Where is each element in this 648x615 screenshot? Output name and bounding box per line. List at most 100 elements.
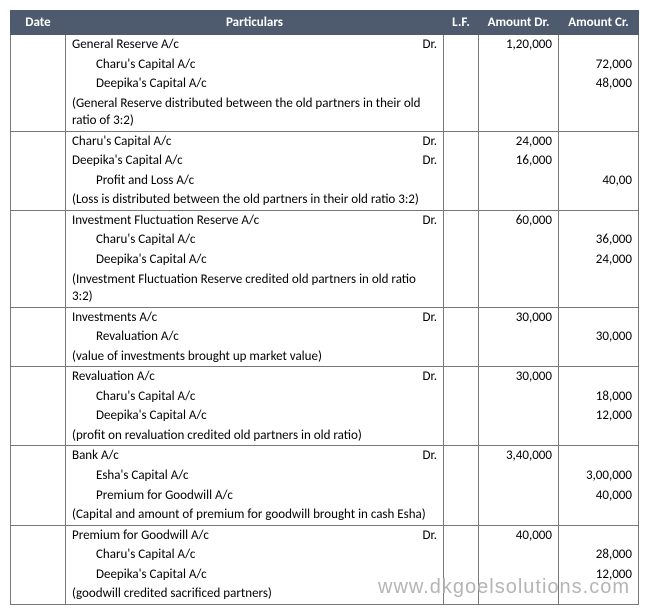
cell-date [11,151,66,171]
table-row: Premium for Goodwill A/c40,000 [11,486,639,506]
table-row: (Loss is distributed between the old par… [11,190,639,210]
cell-amount-dr [479,230,559,250]
cell-particulars: Profit and Loss A/c [66,171,444,191]
table-row: Deepika's Capital A/c12,000 [11,565,639,585]
cell-amount-cr [559,307,639,327]
cell-particulars: Revaluation A/c [66,327,444,347]
cell-lf [444,387,479,407]
cell-date [11,250,66,270]
cell-date [11,565,66,585]
cell-lf [444,307,479,327]
cell-amount-cr [559,426,639,446]
dr-mark: Dr. [422,447,437,465]
cell-amount-dr [479,190,559,210]
cell-amount-dr [479,387,559,407]
header-particulars: Particulars [66,11,444,35]
cell-lf [444,250,479,270]
cell-amount-cr: 40,000 [559,486,639,506]
cell-amount-dr: 16,000 [479,151,559,171]
cell-lf [444,446,479,466]
cell-lf [444,525,479,545]
cell-amount-cr [559,94,639,132]
cell-amount-cr: 28,000 [559,545,639,565]
cell-particulars: Bank A/cDr. [66,446,444,466]
cell-amount-dr: 24,000 [479,131,559,151]
cell-date [11,210,66,230]
table-row: (Investment Fluctuation Reserve credited… [11,270,639,308]
cell-amount-dr [479,406,559,426]
cell-amount-cr [559,584,639,604]
cell-lf [444,230,479,250]
cell-particulars: Premium for Goodwill A/cDr. [66,525,444,545]
table-row: Bank A/cDr. 3,40,000 [11,446,639,466]
cell-amount-cr: 48,000 [559,74,639,94]
cell-date [11,35,66,55]
cell-lf [444,565,479,585]
cell-date [11,270,66,308]
cell-amount-dr [479,171,559,191]
cell-particulars: Revaluation A/cDr. [66,367,444,387]
cell-amount-cr [559,190,639,210]
cell-lf [444,131,479,151]
cell-date [11,55,66,75]
cell-amount-dr: 40,000 [479,525,559,545]
cell-date [11,387,66,407]
cell-amount-cr: 12,000 [559,565,639,585]
cell-amount-dr: 60,000 [479,210,559,230]
cell-particulars: (goodwill credited sacrificed partners) [66,584,444,604]
cell-particulars: (profit on revaluation credited old part… [66,426,444,446]
cell-amount-dr [479,94,559,132]
cell-date [11,327,66,347]
dr-mark: Dr. [422,212,437,230]
table-row: Deepika's Capital A/c12,000 [11,406,639,426]
header-amount-cr: Amount Cr. [559,11,639,35]
cell-date [11,486,66,506]
table-row: Charu's Capital A/c72,000 [11,55,639,75]
cell-date [11,584,66,604]
dr-mark: Dr. [422,152,437,170]
cell-particulars: Deepika's Capital A/cDr. [66,151,444,171]
cell-lf [444,270,479,308]
cell-amount-dr [479,74,559,94]
cell-particulars: (General Reserve distributed between the… [66,94,444,132]
cell-date [11,446,66,466]
cell-amount-cr [559,505,639,525]
cell-particulars: Deepika's Capital A/c [66,250,444,270]
table-row: Deepika's Capital A/c24,000 [11,250,639,270]
cell-amount-cr: 12,000 [559,406,639,426]
table-row: Profit and Loss A/c40,00 [11,171,639,191]
cell-lf [444,584,479,604]
cell-date [11,426,66,446]
cell-amount-cr: 30,000 [559,327,639,347]
table-row: Deepika's Capital A/c48,000 [11,74,639,94]
cell-lf [444,486,479,506]
cell-date [11,74,66,94]
table-row: (General Reserve distributed between the… [11,94,639,132]
table-row: Charu's Capital A/cDr.24,000 [11,131,639,151]
table-row: Charu's Capital A/c 28,000 [11,545,639,565]
cell-lf [444,74,479,94]
cell-amount-cr [559,210,639,230]
cell-date [11,94,66,132]
cell-amount-dr: 30,000 [479,307,559,327]
cell-amount-dr [479,327,559,347]
cell-amount-dr: 3,40,000 [479,446,559,466]
cell-particulars: Charu's Capital A/c [66,55,444,75]
table-row: Deepika's Capital A/cDr. 16,000 [11,151,639,171]
cell-lf [444,347,479,367]
cell-particulars: Investment Fluctuation Reserve A/cDr. [66,210,444,230]
table-row: Revaluation A/c 30,000 [11,327,639,347]
table-row: General Reserve A/cDr.1,20,000 [11,35,639,55]
cell-amount-dr [479,486,559,506]
cell-amount-dr [479,505,559,525]
cell-particulars: Charu's Capital A/c [66,545,444,565]
cell-date [11,505,66,525]
cell-lf [444,55,479,75]
cell-lf [444,94,479,132]
cell-particulars: (Capital and amount of premium for goodw… [66,505,444,525]
cell-lf [444,426,479,446]
cell-date [11,131,66,151]
cell-lf [444,367,479,387]
dr-mark: Dr. [422,133,437,151]
table-row: Premium for Goodwill A/cDr. 40,000 [11,525,639,545]
